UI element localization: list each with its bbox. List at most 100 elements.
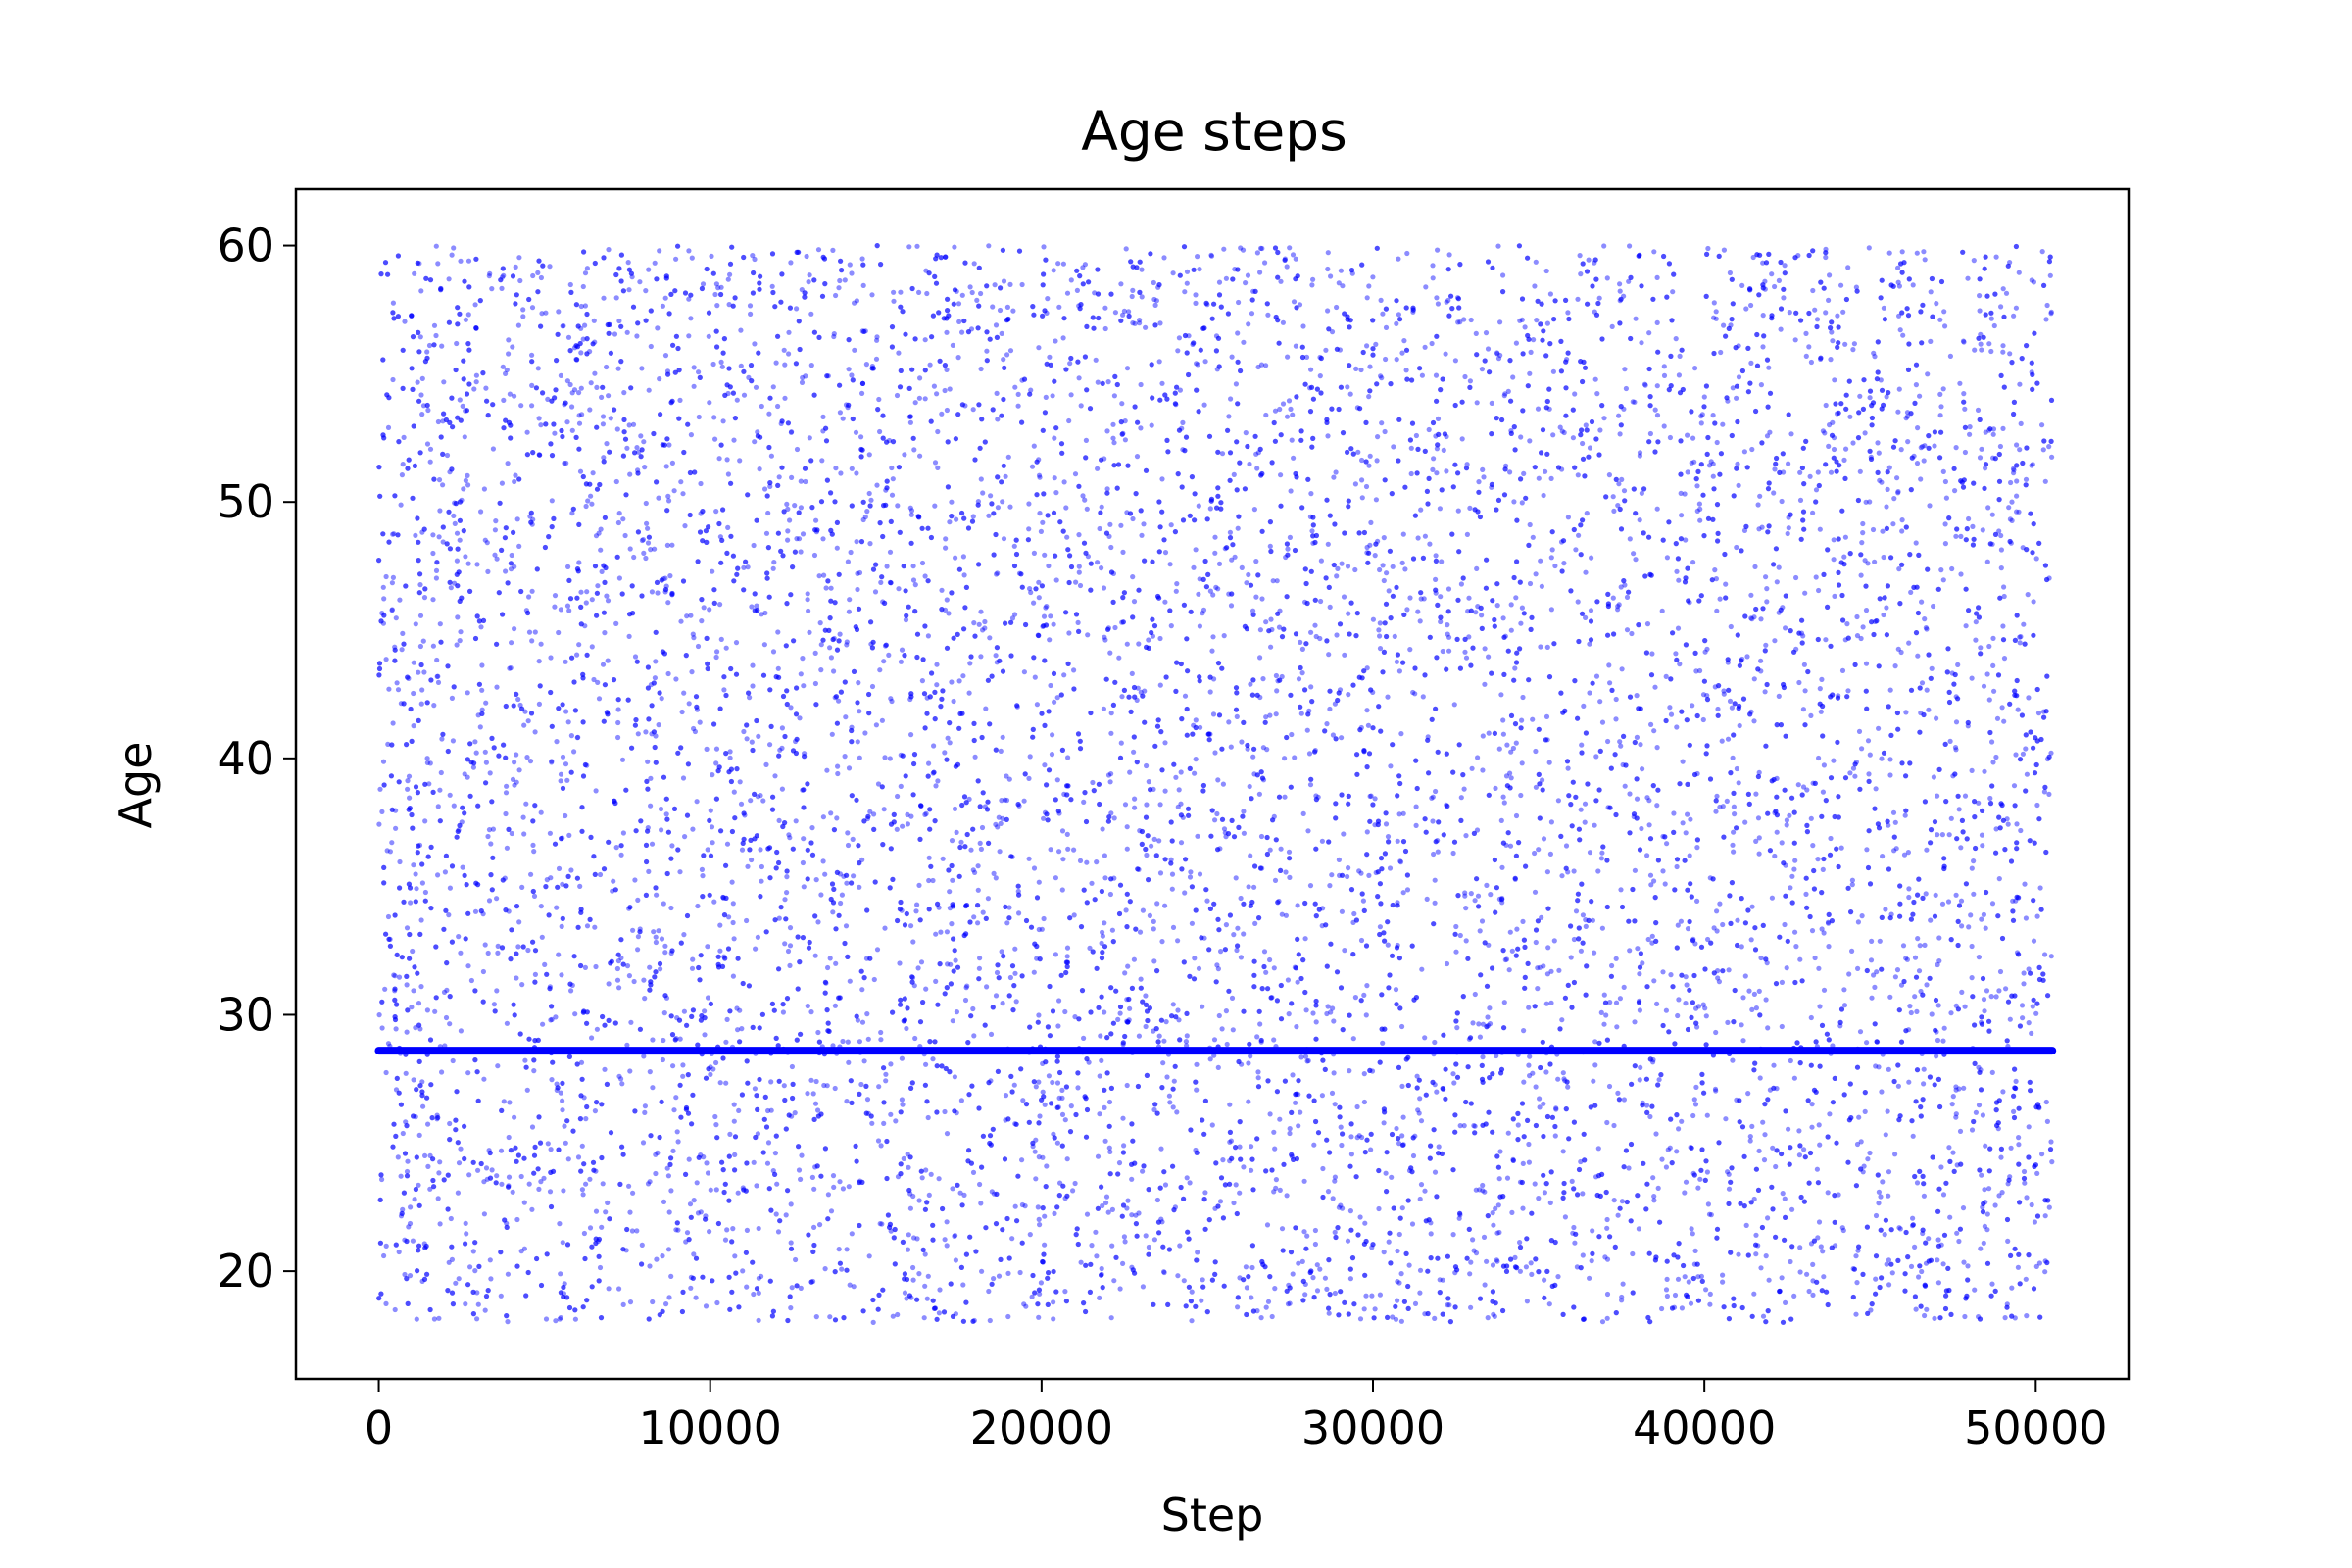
scatter-point xyxy=(1954,1162,1960,1168)
scatter-point xyxy=(1228,744,1234,750)
scatter-point xyxy=(481,1076,487,1082)
scatter-point xyxy=(431,322,438,328)
scatter-point xyxy=(2046,444,2052,450)
scatter-point xyxy=(992,282,998,288)
scatter-point xyxy=(1379,375,1385,381)
scatter-point xyxy=(2002,1315,2008,1321)
scatter-point xyxy=(1204,898,1210,904)
scatter-point xyxy=(1541,492,1546,499)
scatter-point xyxy=(439,1069,445,1075)
scatter-point xyxy=(2024,1313,2030,1319)
scatter-point xyxy=(1942,541,1948,547)
scatter-point xyxy=(950,342,956,348)
scatter-point xyxy=(803,373,808,379)
scatter-point xyxy=(1003,1117,1008,1123)
scatter-point xyxy=(504,1020,511,1026)
scatter-point xyxy=(646,387,652,393)
scatter-point xyxy=(881,807,887,812)
scatter-point xyxy=(688,316,694,321)
scatter-point xyxy=(852,347,858,353)
scatter-point xyxy=(514,975,519,981)
scatter-point xyxy=(857,569,863,576)
scatter-point xyxy=(1672,1292,1679,1298)
scatter-point xyxy=(1565,765,1571,771)
scatter-point xyxy=(532,729,538,735)
scatter-point xyxy=(1475,755,1481,760)
scatter-point xyxy=(1791,1075,1797,1081)
scatter-point xyxy=(833,960,839,966)
scatter-point xyxy=(1407,647,1413,653)
scatter-point xyxy=(1919,680,1926,686)
scatter-point xyxy=(1272,1286,1278,1292)
scatter-point xyxy=(1839,1225,1845,1231)
scatter-point xyxy=(1288,406,1294,412)
scatter-point xyxy=(1965,275,1971,281)
scatter-point xyxy=(655,1150,661,1155)
scatter-point xyxy=(1783,1299,1788,1305)
scatter-point xyxy=(1308,684,1314,690)
scatter-point xyxy=(1723,581,1729,587)
scatter-point xyxy=(895,1311,901,1318)
scatter-point xyxy=(1512,876,1518,882)
scatter-point xyxy=(1875,440,1881,446)
scatter-point xyxy=(1286,849,1293,855)
scatter-point xyxy=(1578,807,1584,812)
scatter-point xyxy=(581,1095,587,1101)
scatter-point xyxy=(1855,965,1861,972)
scatter-point xyxy=(1099,565,1104,571)
scatter-point xyxy=(1919,1268,1925,1275)
scatter-point xyxy=(1977,308,1983,314)
scatter-point xyxy=(2000,623,2006,629)
scatter-point xyxy=(2040,447,2046,453)
scatter-point xyxy=(1749,904,1755,909)
scatter-point xyxy=(395,687,402,693)
scatter-point xyxy=(1748,302,1754,309)
scatter-point xyxy=(1583,422,1589,428)
scatter-point xyxy=(1494,1053,1499,1059)
scatter-point xyxy=(1921,1081,1927,1087)
scatter-point xyxy=(1766,365,1772,370)
scatter-point xyxy=(1468,1304,1474,1310)
scatter-point xyxy=(1308,491,1314,497)
scatter-point xyxy=(1325,541,1331,547)
scatter-point xyxy=(1009,615,1016,621)
scatter-point xyxy=(1095,560,1101,565)
scatter-point xyxy=(809,825,815,831)
scatter-point xyxy=(1656,1077,1662,1083)
scatter-point xyxy=(788,260,794,266)
scatter-point xyxy=(1937,317,1943,322)
scatter-point xyxy=(458,950,464,956)
scatter-point xyxy=(688,432,695,438)
scatter-point xyxy=(431,1316,437,1322)
scatter-point xyxy=(1961,391,1967,397)
scatter-point xyxy=(1166,1093,1172,1099)
scatter-point xyxy=(774,1181,780,1187)
scatter-point xyxy=(1493,785,1498,792)
scatter-point xyxy=(1863,661,1870,666)
scatter-point xyxy=(1580,1252,1586,1258)
scatter-point xyxy=(1364,708,1370,713)
scatter-point xyxy=(1734,544,1740,551)
scatter-point xyxy=(1257,1021,1263,1027)
scatter-point xyxy=(811,1186,817,1192)
scatter-point xyxy=(663,995,670,1001)
scatter-point xyxy=(1187,874,1194,880)
scatter-point xyxy=(1620,1281,1626,1287)
scatter-point xyxy=(660,1253,665,1259)
scatter-point xyxy=(1400,531,1406,537)
scatter-point xyxy=(1255,1075,1261,1081)
scatter-point xyxy=(1476,479,1482,485)
scatter-point xyxy=(1532,889,1539,895)
scatter-point xyxy=(1952,745,1959,751)
scatter-point xyxy=(1229,995,1236,1002)
scatter-point xyxy=(1036,472,1043,478)
scatter-point xyxy=(1134,454,1141,460)
scatter-point xyxy=(565,719,571,725)
scatter-point xyxy=(698,480,704,487)
scatter-point xyxy=(1263,619,1269,625)
scatter-point xyxy=(710,361,716,368)
scatter-point xyxy=(721,687,727,693)
scatter-point xyxy=(1886,465,1892,470)
scatter-point xyxy=(1493,1205,1498,1211)
scatter-point xyxy=(1385,834,1392,840)
